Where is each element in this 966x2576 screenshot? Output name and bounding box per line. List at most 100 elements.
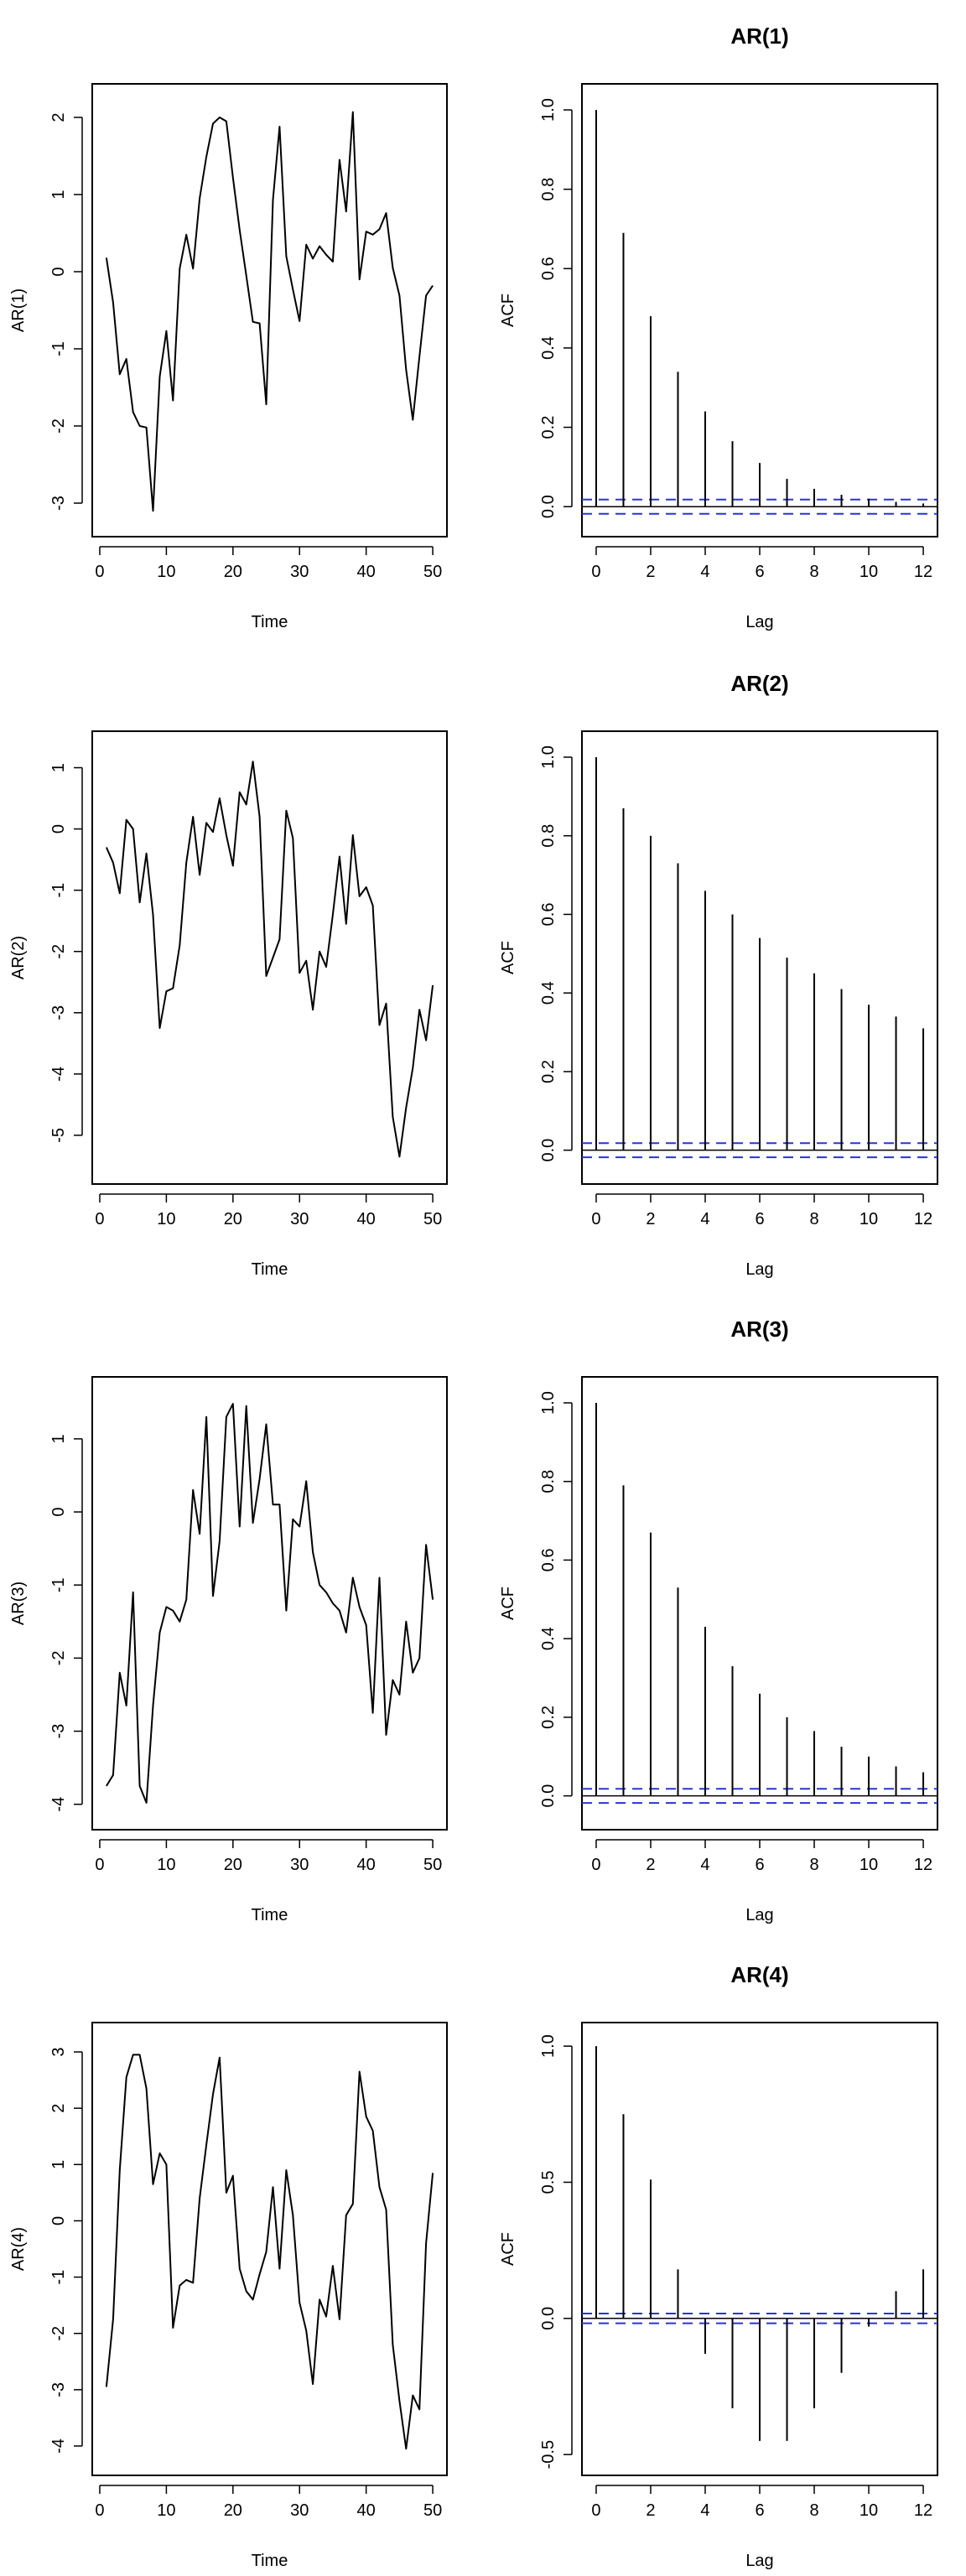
chart-panel-5: 0 10 20 30 40 50 -4 -3 -2 -1 0 1 Time AR(3) <box>9 1376 448 1924</box>
x-tick-label: 6 <box>755 1210 764 1228</box>
y-tick-label: -1 <box>49 1577 68 1592</box>
chart-title: AR(3) <box>730 1317 788 1342</box>
x-tick-label: 10 <box>157 563 175 581</box>
x-tick-label: 10 <box>157 2501 175 2520</box>
y-tick-label: 1.0 <box>539 1391 558 1415</box>
y-axis-label: AR(1) <box>9 288 28 332</box>
x-tick-label: 50 <box>423 563 442 581</box>
y-tick-label: 0 <box>49 2216 68 2225</box>
x-tick-label: 12 <box>914 563 932 581</box>
x-tick-label: 0 <box>95 563 104 581</box>
y-tick-label: 0.0 <box>539 1139 558 1162</box>
x-tick-label: 30 <box>290 1210 309 1228</box>
y-tick-label: -3 <box>49 1005 68 1021</box>
y-tick-label: 2 <box>49 2104 68 2113</box>
chart-title: AR(2) <box>730 671 788 696</box>
x-tick-label: 0 <box>95 1856 104 1874</box>
y-tick-label: 0.2 <box>539 416 558 439</box>
x-tick-label: 10 <box>860 1210 878 1228</box>
x-tick-label: 30 <box>290 2501 309 2520</box>
y-tick-label: -0.5 <box>539 2440 558 2469</box>
y-axis-label: AR(2) <box>9 936 28 979</box>
x-tick-label: 0 <box>95 2501 104 2520</box>
x-tick-label: 20 <box>224 2501 242 2520</box>
chart-panel-2: 0 2 4 6 8 10 12 0.0 0.2 0.4 0.6 0.8 1.0 Lag ACF AR(1) <box>499 23 938 631</box>
x-tick-label: 8 <box>809 1210 818 1228</box>
y-axis-label: ACF <box>499 293 517 327</box>
x-tick-label: 8 <box>809 2501 818 2520</box>
plot-frame <box>91 1376 448 1831</box>
y-tick-label: -2 <box>49 418 68 434</box>
y-axis-label: ACF <box>499 941 517 974</box>
x-tick-label: 12 <box>914 1856 932 1874</box>
plot-frame <box>91 2022 448 2476</box>
x-tick-label: 20 <box>224 563 242 581</box>
y-tick-label: 0.4 <box>539 981 558 1005</box>
x-tick-label: 40 <box>357 563 376 581</box>
y-tick-label: -3 <box>49 1724 68 1739</box>
y-tick-label: -2 <box>49 944 68 959</box>
x-tick-label: 50 <box>423 1856 442 1874</box>
series-line <box>106 1403 434 1804</box>
chart-panel-6: 0 2 4 6 8 10 12 0.0 0.2 0.4 0.6 0.8 1.0 Lag ACF AR(3) <box>499 1317 938 1924</box>
series-line <box>105 761 434 1158</box>
y-axis-label: AR(3) <box>9 1581 28 1625</box>
y-tick-label: 0.4 <box>539 1627 558 1650</box>
y-tick-label: -3 <box>49 2382 68 2397</box>
chart-title: AR(1) <box>730 23 788 49</box>
y-tick-label: 0.6 <box>539 903 558 927</box>
y-tick-label: 3 <box>49 2047 68 2056</box>
plot-frame <box>581 83 938 538</box>
chart-panel-4: 0 2 4 6 8 10 12 0.0 0.2 0.4 0.6 0.8 1.0 Lag ACF AR(2) <box>499 671 938 1279</box>
x-tick-label: 0 <box>95 1210 104 1228</box>
y-tick-label: 0.0 <box>539 2307 558 2330</box>
x-tick-label: 0 <box>591 563 600 581</box>
plot-frame <box>91 83 448 538</box>
x-tick-label: 4 <box>700 563 709 581</box>
y-tick-label: -5 <box>49 1128 68 1143</box>
chart-title: AR(4) <box>730 1962 788 1987</box>
y-tick-label: 1.0 <box>539 745 558 769</box>
x-tick-label: 4 <box>700 1856 709 1874</box>
x-tick-label: 12 <box>914 2501 932 2520</box>
plot-frame <box>91 730 448 1185</box>
x-axis-label: Time <box>252 613 288 631</box>
y-tick-label: -3 <box>49 496 68 511</box>
x-tick-label: 50 <box>423 1210 442 1228</box>
y-tick-label: 0.2 <box>539 1060 558 1083</box>
x-tick-label: 10 <box>860 563 878 581</box>
x-tick-label: 8 <box>809 563 818 581</box>
y-tick-label: 0.2 <box>539 1706 558 1729</box>
y-tick-label: 0 <box>49 267 68 276</box>
x-axis-label: Lag <box>745 1260 773 1279</box>
series-line <box>105 2054 434 2450</box>
x-axis-label: Lag <box>745 613 773 631</box>
y-tick-label: -2 <box>49 2326 68 2341</box>
x-tick-label: 0 <box>591 2501 600 2520</box>
y-tick-label: 0.4 <box>539 336 558 360</box>
x-tick-label: 6 <box>755 563 764 581</box>
x-tick-label: 4 <box>700 1210 709 1228</box>
y-tick-label: 1.0 <box>539 98 558 122</box>
y-axis-label: ACF <box>499 2232 517 2266</box>
y-tick-label: 0.8 <box>539 178 558 201</box>
chart-panel-8: 0 2 4 6 8 10 12 -0.5 0.0 0.5 1.0 Lag ACF AR(4) <box>499 1962 938 2570</box>
y-tick-label: -1 <box>49 883 68 898</box>
y-axis-label: AR(4) <box>9 2227 28 2271</box>
y-tick-label: 0.0 <box>539 1784 558 1808</box>
x-tick-label: 10 <box>860 2501 878 2520</box>
y-tick-label: -4 <box>49 1797 68 1812</box>
x-tick-label: 4 <box>700 2501 709 2520</box>
x-tick-label: 6 <box>755 1856 764 1874</box>
x-tick-label: 40 <box>357 1210 376 1228</box>
x-tick-label: 30 <box>290 563 309 581</box>
plot-frame <box>581 730 938 1185</box>
x-axis-label: Time <box>252 1260 288 1279</box>
chart-panel-1: 0 10 20 30 40 50 -3 -2 -1 0 1 2 Time AR(1) <box>9 83 448 631</box>
x-tick-label: 40 <box>357 2501 376 2520</box>
x-axis-label: Lag <box>745 2552 773 2570</box>
y-tick-label: 0.8 <box>539 824 558 848</box>
x-tick-label: 0 <box>591 1210 600 1228</box>
series-line <box>105 111 434 512</box>
